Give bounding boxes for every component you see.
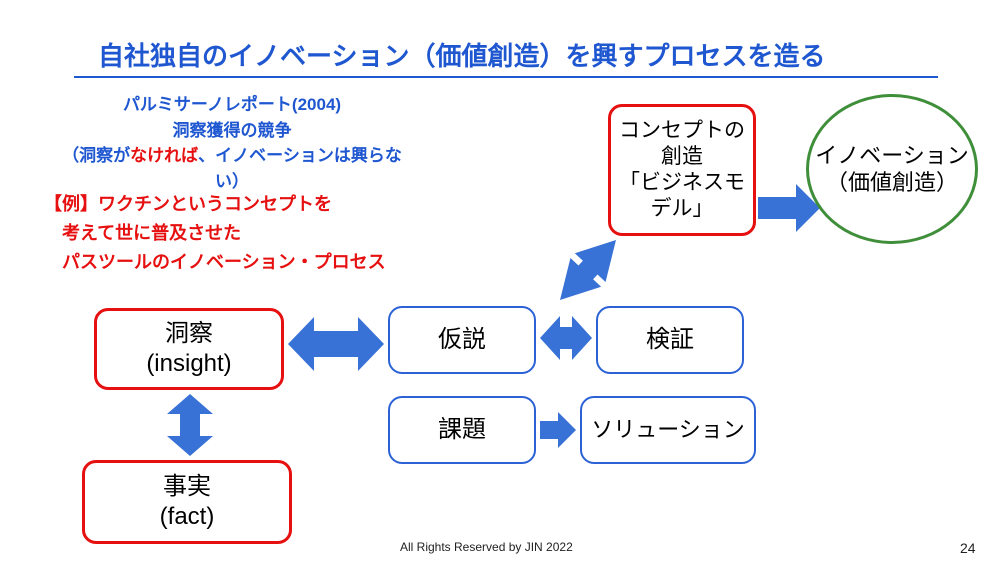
ellipse-innovation: イノベーション（価値創造） <box>806 94 978 244</box>
page-number: 24 <box>960 540 976 556</box>
node-solution: ソリューション <box>580 396 756 464</box>
node-issue: 課題 <box>388 396 536 464</box>
node-verify: 検証 <box>596 306 744 374</box>
node-fact: 事実(fact) <box>82 460 292 544</box>
node-hypothesis: 仮説 <box>388 306 536 374</box>
node-concept: コンセプトの創造「ビジネスモデル」 <box>608 104 756 236</box>
node-insight: 洞察(insight) <box>94 308 284 390</box>
footer-copyright: All Rights Reserved by JIN 2022 <box>400 540 573 554</box>
